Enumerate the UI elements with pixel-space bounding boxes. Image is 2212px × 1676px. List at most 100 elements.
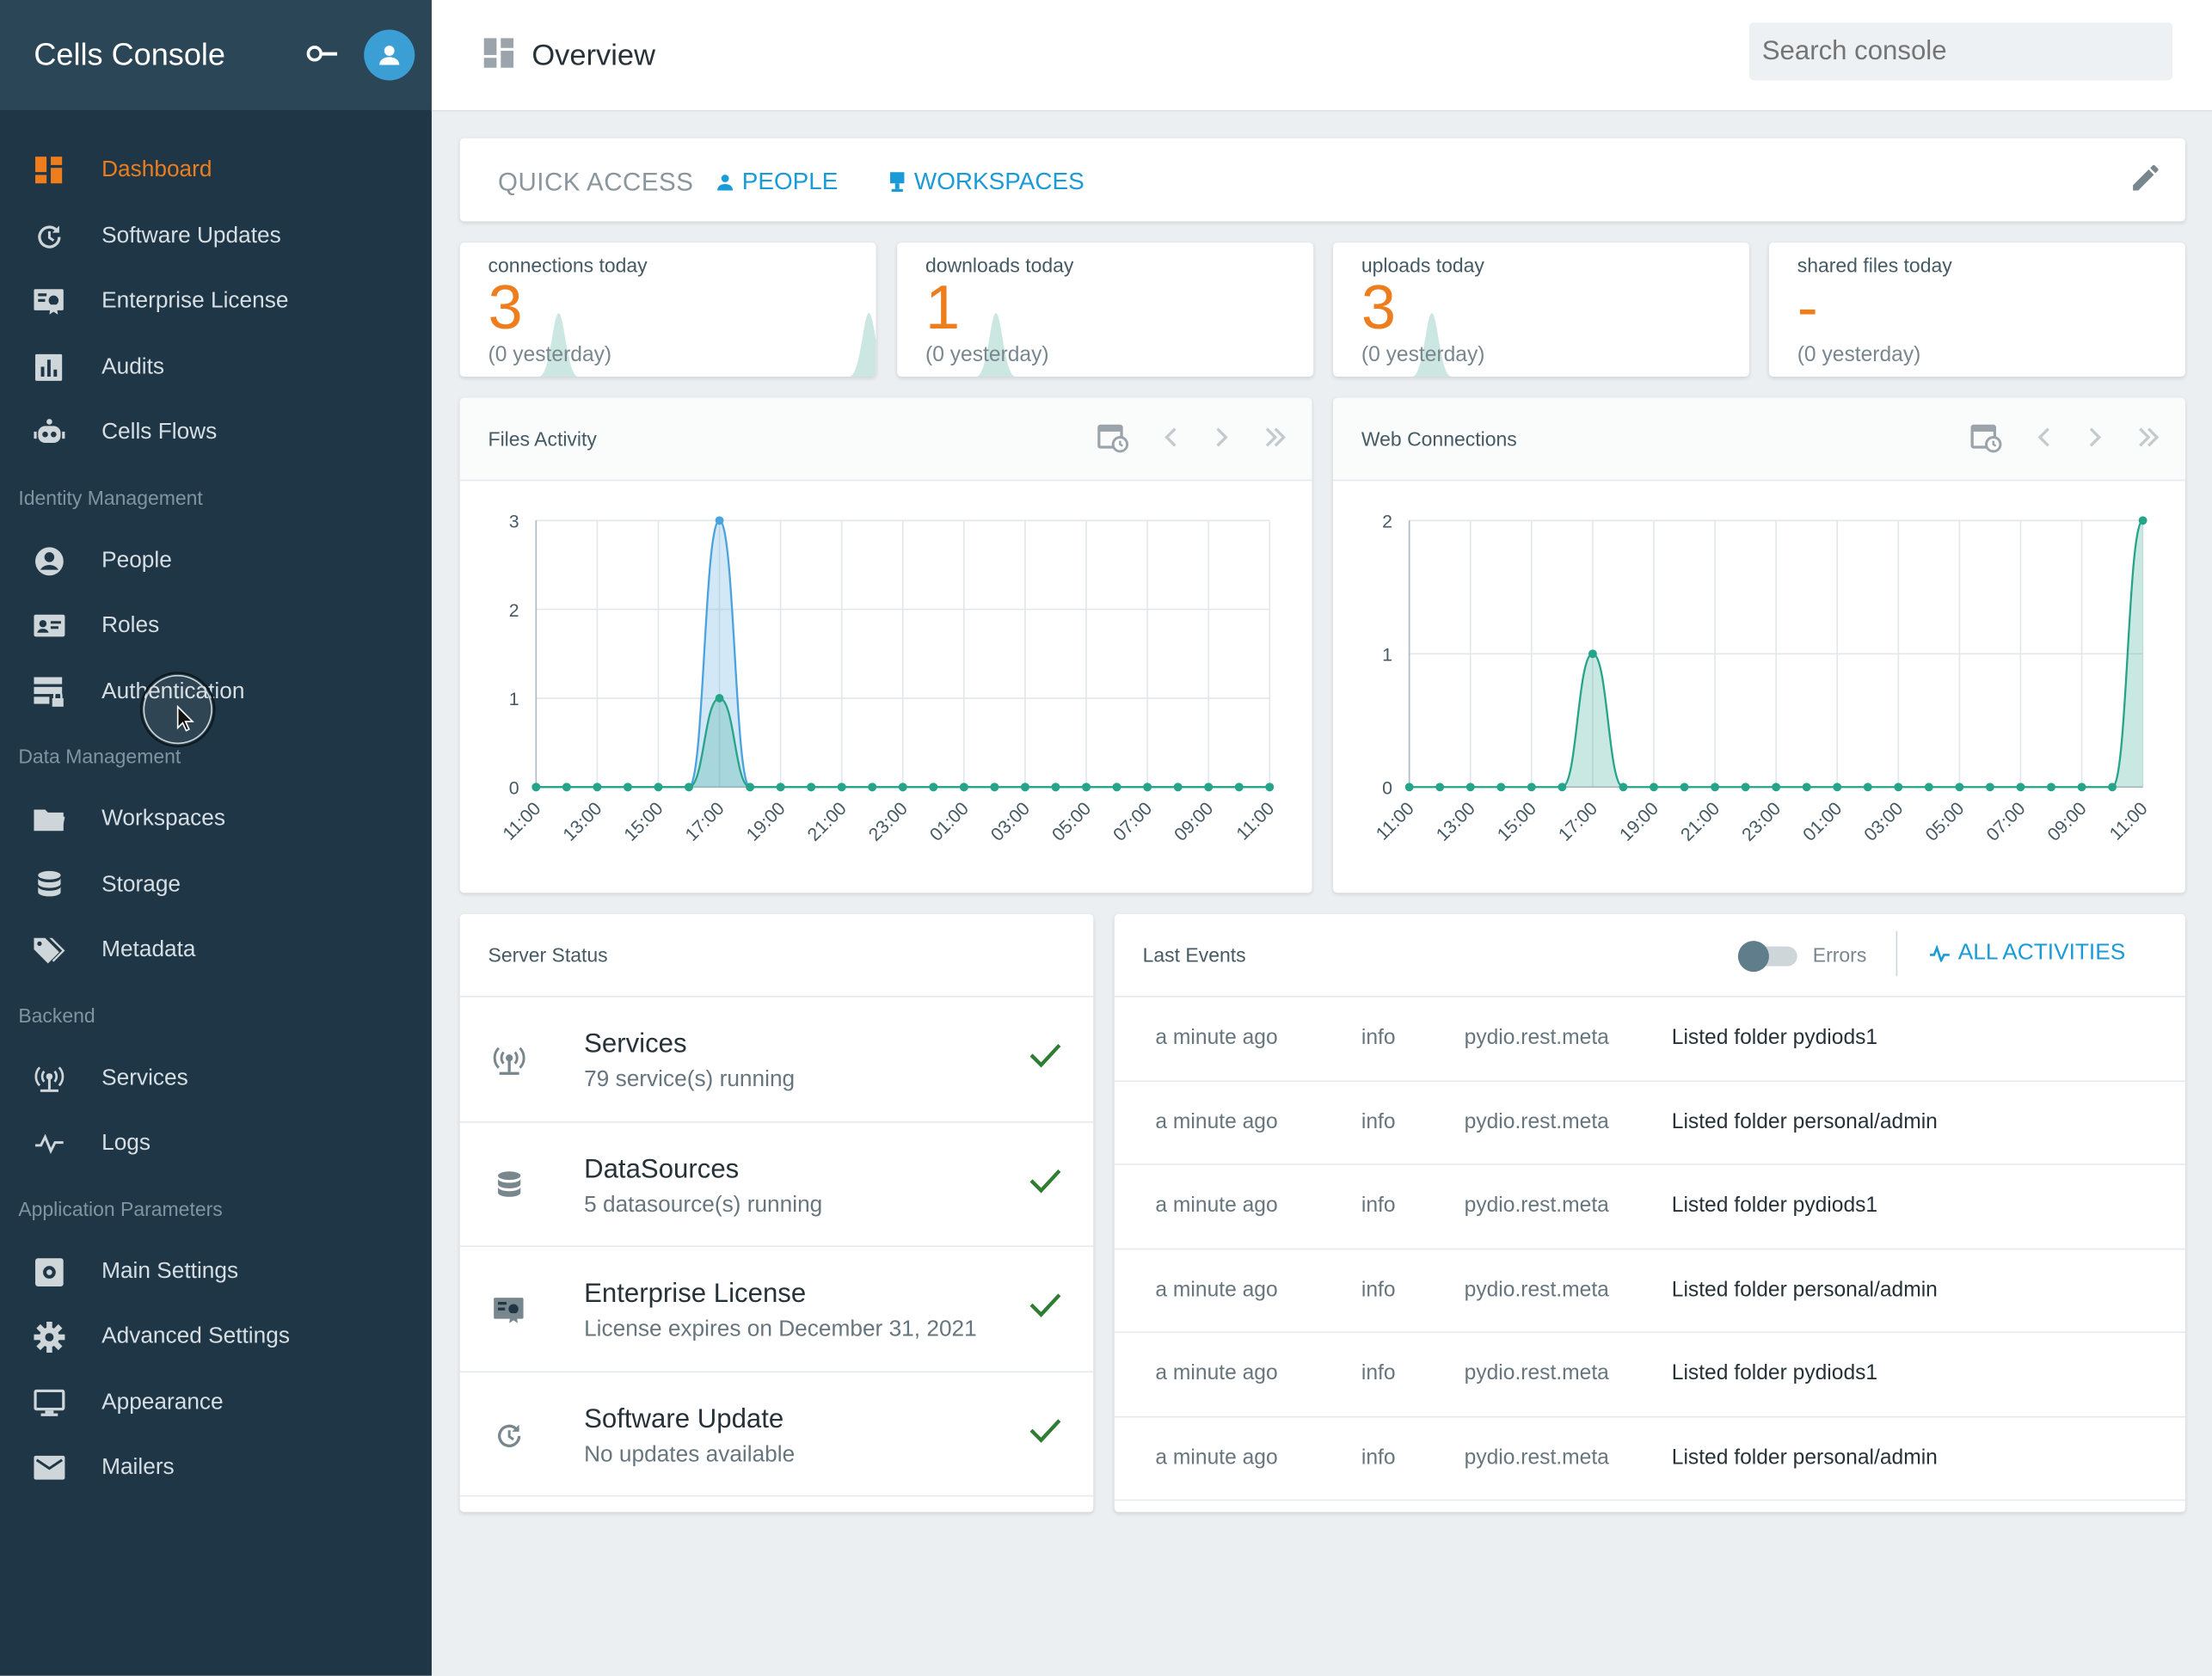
event-row[interactable]: a minute ago info pydio.rest.meta Listed…: [1114, 1165, 2185, 1249]
x-tick-label: 07:00: [1982, 798, 2030, 845]
x-tick-label: 15:00: [1493, 798, 1540, 845]
sidebar-item-label: Roles: [101, 613, 160, 638]
x-tick-label: 03:00: [1860, 798, 1908, 845]
server-status-row[interactable]: Services 79 service(s) running: [459, 998, 1094, 1122]
sidebar-item-software-updates[interactable]: Software Updates: [0, 204, 432, 269]
data-point: [1924, 783, 1933, 792]
sidebar-item-services[interactable]: Services: [0, 1046, 432, 1111]
quick-access-bar: QUICK ACCESS PEOPLE WORKSPACES: [459, 138, 2185, 222]
stat-card: connections today 3 (0 yesterday): [459, 242, 876, 377]
quick-access-people-link[interactable]: PEOPLE: [716, 168, 838, 196]
data-point: [2047, 783, 2055, 792]
sidebar-item-workspaces[interactable]: Workspaces: [0, 787, 432, 852]
chevron-right-icon[interactable]: [1214, 427, 1231, 454]
status-name: Services: [584, 1029, 687, 1059]
event-row[interactable]: a minute ago info pydio.rest.meta Listed…: [1114, 1081, 2185, 1165]
sidebar-item-enterprise-license[interactable]: Enterprise License: [0, 269, 432, 335]
event-time: a minute ago: [1155, 1109, 1278, 1133]
server-status-row[interactable]: Software Update No updates available: [459, 1372, 1094, 1497]
chevron-right-icon[interactable]: [2086, 427, 2104, 454]
sidebar-item-appearance[interactable]: Appearance: [0, 1371, 432, 1436]
x-tick-label: 19:00: [1615, 798, 1662, 845]
status-detail: 5 datasource(s) running: [584, 1192, 823, 1217]
data-point: [1204, 783, 1214, 792]
errors-toggle[interactable]: [1736, 939, 1800, 973]
sidebar-item-authentication[interactable]: Authentication: [0, 660, 432, 725]
errors-label: Errors: [1812, 943, 1867, 967]
event-row[interactable]: a minute ago info pydio.rest.meta Listed…: [1114, 1249, 2185, 1334]
data-point: [1143, 783, 1152, 792]
data-point: [685, 783, 693, 792]
sparkline-peak: [976, 313, 1017, 377]
chevron-left-icon[interactable]: [2036, 427, 2053, 454]
sidebar-item-mailers[interactable]: Mailers: [0, 1436, 432, 1501]
event-row[interactable]: a minute ago info pydio.rest.meta Listed…: [1114, 1417, 2185, 1501]
pulse-icon: [1929, 945, 1950, 962]
stat-value: -: [1797, 273, 1818, 343]
sidebar-item-storage[interactable]: Storage: [0, 853, 432, 918]
event-time: a minute ago: [1155, 1360, 1278, 1385]
calendar-clock-icon[interactable]: [1970, 421, 2002, 459]
status-name: DataSources: [584, 1154, 740, 1185]
sidebar-section-heading: Identity Management: [18, 486, 203, 509]
sidebar-item-dashboard[interactable]: Dashboard: [0, 138, 432, 204]
sidebar-item-advanced-settings[interactable]: Advanced Settings: [0, 1305, 432, 1370]
chevron-left-icon[interactable]: [1163, 427, 1180, 454]
server-status-row[interactable]: DataSources 5 datasource(s) running: [459, 1122, 1094, 1248]
sidebar-item-label: Cells Flows: [101, 421, 218, 445]
data-point: [531, 783, 541, 792]
pencil-icon[interactable]: [2129, 161, 2162, 202]
series-area: [536, 520, 1270, 788]
sidebar-item-logs[interactable]: Logs: [0, 1112, 432, 1177]
user-avatar-icon[interactable]: [364, 29, 415, 81]
x-tick-label: 05:00: [1048, 798, 1095, 845]
quick-access-workspaces-link[interactable]: WORKSPACES: [888, 168, 1084, 196]
event-level: info: [1361, 1360, 1396, 1385]
x-tick-label: 23:00: [864, 798, 912, 845]
web-connections-card: Web Connections 0 1 2 11:00 13:00 15:00 17:00 1…: [1333, 397, 2185, 893]
event-row[interactable]: a minute ago info pydio.rest.meta Listed…: [1114, 998, 2185, 1082]
data-point: [2077, 783, 2086, 792]
sidebar-item-people[interactable]: People: [0, 528, 432, 593]
sidebar-item-main-settings[interactable]: Main Settings: [0, 1239, 432, 1305]
chart-icon: [34, 353, 65, 384]
data-point: [929, 783, 938, 792]
sidebar-item-metadata[interactable]: Metadata: [0, 918, 432, 984]
mail-icon: [34, 1453, 65, 1484]
event-row[interactable]: a minute ago info pydio.rest.meta Listed…: [1114, 1333, 2185, 1417]
sidebar-item-roles[interactable]: Roles: [0, 594, 432, 660]
sidebar-header: Cells Console: [0, 0, 432, 110]
event-message: Listed folder pydiods1: [1671, 1360, 1878, 1385]
calendar-clock-icon[interactable]: [1097, 421, 1129, 459]
data-point: [1435, 783, 1445, 792]
sparkline-peak: [1411, 313, 1452, 377]
key-icon[interactable]: [299, 39, 347, 71]
data-point: [1558, 783, 1567, 792]
check-icon: [1029, 1041, 1062, 1077]
double-chevron-right-icon[interactable]: [1264, 427, 1287, 454]
sidebar-item-cells-flows[interactable]: Cells Flows: [0, 401, 432, 466]
all-activities-button[interactable]: ALL ACTIVITIES: [1929, 941, 2126, 967]
all-activities-label: ALL ACTIVITIES: [1957, 941, 2126, 965]
sidebar-item-label: Advanced Settings: [101, 1324, 290, 1349]
server-status-row[interactable]: Enterprise License License expires on De…: [459, 1247, 1094, 1372]
search-input[interactable]: [1748, 22, 2173, 81]
x-tick-label: 19:00: [742, 798, 790, 845]
data-point: [1985, 783, 1994, 792]
x-tick-label: 01:00: [1799, 798, 1846, 845]
status-detail: No updates available: [584, 1442, 796, 1467]
sidebar-item-label: People: [101, 548, 172, 573]
event-service: pydio.rest.meta: [1464, 1193, 1609, 1218]
event-service: pydio.rest.meta: [1464, 1025, 1609, 1050]
x-tick-label: 21:00: [1676, 798, 1724, 845]
files-activity-title: Files Activity: [488, 427, 597, 451]
data-point: [1465, 783, 1475, 792]
event-level: info: [1361, 1445, 1396, 1470]
status-detail: 79 service(s) running: [584, 1067, 796, 1092]
sidebar-item-audits[interactable]: Audits: [0, 335, 432, 401]
data-point: [776, 783, 785, 792]
double-chevron-right-icon[interactable]: [2137, 427, 2160, 454]
x-tick-label: 11:00: [499, 798, 545, 844]
account-icon: [34, 545, 65, 576]
sidebar-nav: Dashboard Software Updates Enterprise Lice…: [0, 110, 432, 1501]
